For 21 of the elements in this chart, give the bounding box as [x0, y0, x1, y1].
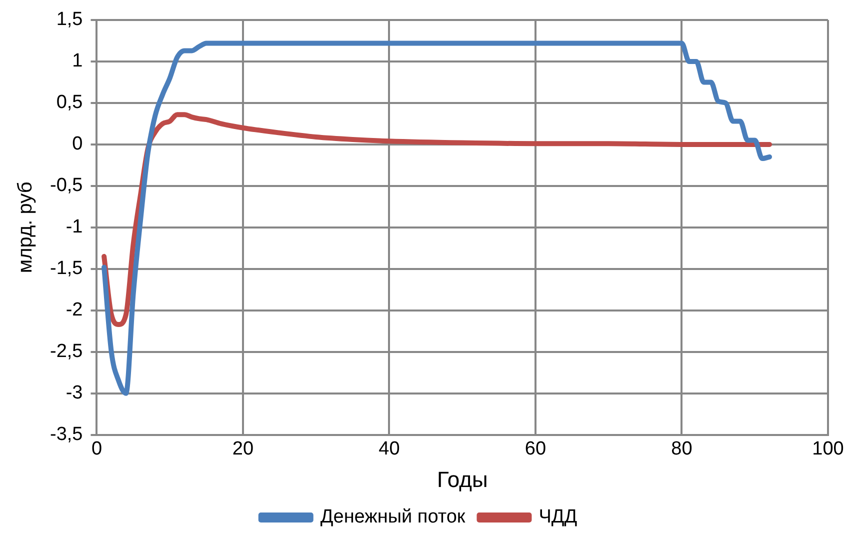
y-tick-label: -3,5 — [50, 424, 83, 446]
x-tick-label: 100 — [812, 438, 844, 460]
y-tick-label: 0,5 — [56, 92, 83, 114]
legend-label: Денежный поток — [320, 506, 466, 528]
y-tick-label: -0,5 — [50, 175, 83, 196]
x-tick-label: 40 — [378, 438, 400, 460]
x-tick-label: 60 — [524, 438, 546, 460]
legend-label: ЧДД — [538, 506, 578, 528]
y-tick-label: 1,5 — [56, 9, 83, 30]
y-tick-label: -1 — [66, 216, 83, 238]
y-tick-label: -2 — [66, 300, 83, 321]
x-tick-label: 20 — [232, 438, 254, 460]
x-tick-label: 80 — [671, 438, 692, 460]
y-tick-label: -1,5 — [50, 258, 83, 280]
y-tick-label: 1 — [72, 50, 83, 72]
y-axis-title: млрд. руб — [14, 182, 37, 274]
y-tick-label: -3 — [66, 382, 83, 404]
y-tick-label: -2,5 — [50, 341, 83, 362]
x-axis-title: Годы — [436, 466, 488, 492]
y-tick-label: 0 — [72, 134, 83, 155]
x-tick-label: 0 — [91, 438, 102, 460]
